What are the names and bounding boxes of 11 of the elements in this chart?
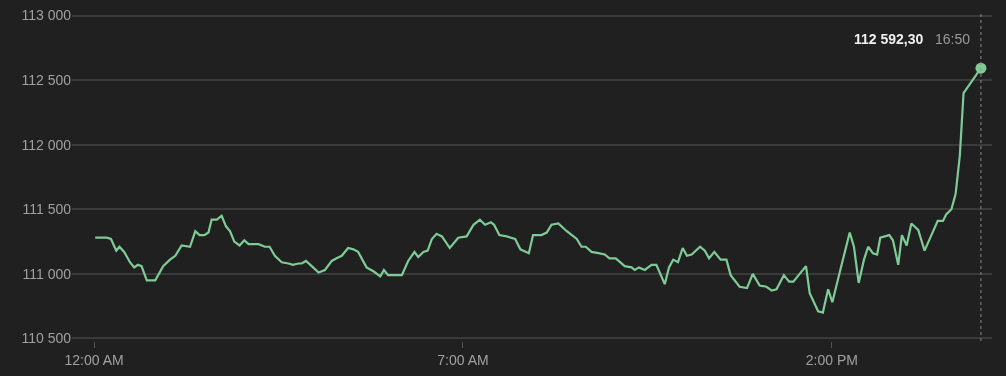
- x-tick-label: 12:00 AM: [64, 351, 124, 368]
- y-tick-label: 112 000: [21, 136, 72, 153]
- annotation: 112 592,30: [854, 31, 924, 47]
- x-tick-label: 2:00 PM: [805, 351, 858, 368]
- y-tick-label: 111 000: [22, 265, 72, 282]
- y-tick-label: 113 000: [21, 7, 72, 24]
- x-tick-label: 7:00 AM: [437, 351, 489, 368]
- y-tick-label: 111 500: [22, 201, 72, 218]
- annotation: 16:50: [935, 31, 971, 47]
- y-tick-label: 112 500: [21, 72, 72, 89]
- y-tick-label: 110 500: [21, 330, 72, 347]
